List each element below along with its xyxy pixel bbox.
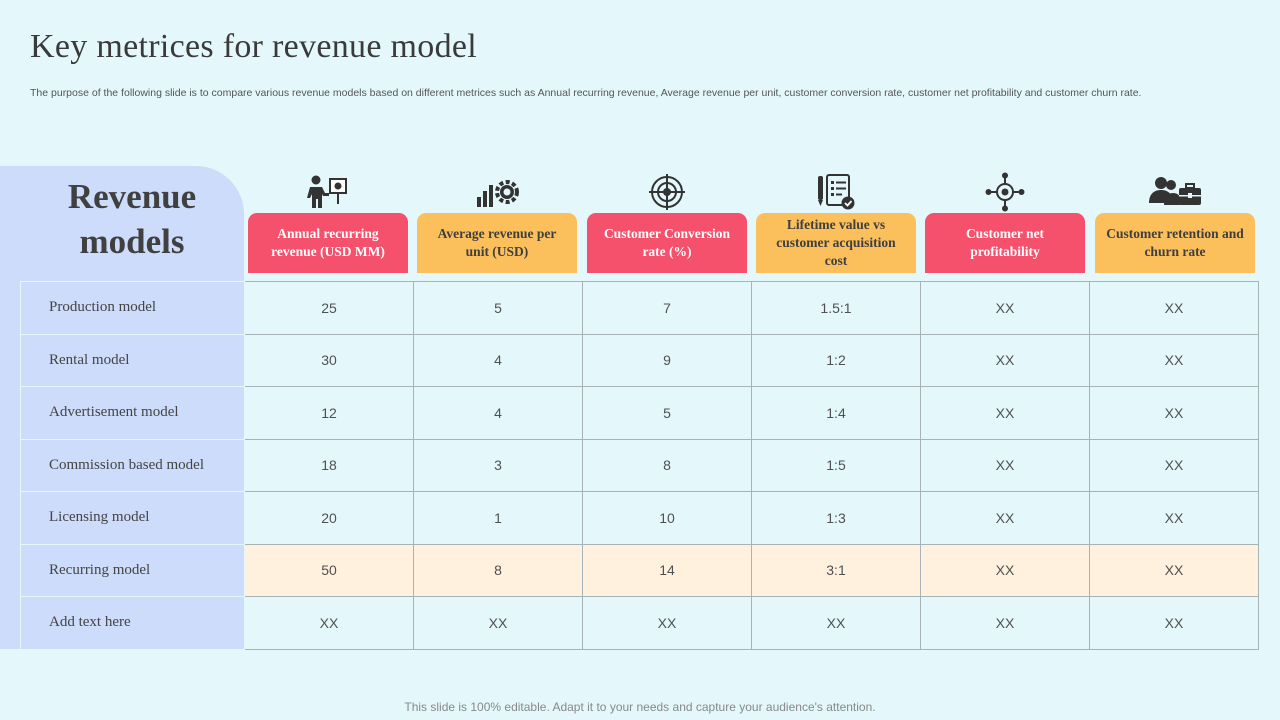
table-cell: 7	[582, 281, 752, 335]
table-cell: 8	[413, 543, 583, 597]
page-subtitle: The purpose of the following slide is to…	[30, 87, 1142, 99]
table-cell: XX	[1089, 438, 1259, 492]
table-cell: 5	[582, 386, 752, 440]
table-cell: 4	[413, 333, 583, 387]
table-cell: 12	[244, 386, 414, 440]
table-row: Licensing model 20 1 10 1:3 XX XX	[20, 491, 1259, 545]
table-row: Advertisement model 12 4 5 1:4 XX XX	[20, 386, 1259, 440]
row-label: Licensing model	[20, 491, 245, 545]
table-cell: XX	[1089, 333, 1259, 387]
column-header-average-revenue-per-unit: Average revenue per unit (USD)	[417, 213, 577, 273]
metrics-table: Production model 25 5 7 1.5:1 XX XX Rent…	[20, 281, 1259, 650]
table-cell: 3	[413, 438, 583, 492]
table-row: Add text here XX XX XX XX XX XX	[20, 596, 1259, 650]
table-cell: XX	[920, 491, 1090, 545]
table-cell: 18	[244, 438, 414, 492]
table-cell: XX	[244, 596, 414, 650]
table-cell: XX	[1089, 543, 1259, 597]
row-label: Rental model	[20, 333, 245, 387]
column-header-customer-conversion-rate: Customer Conversion rate (%)	[587, 213, 747, 273]
table-cell: 1:2	[751, 333, 921, 387]
table-cell: 4	[413, 386, 583, 440]
page-title: Key metrices for revenue model	[30, 28, 478, 65]
column-header-customer-retention-churn: Customer retention and churn rate	[1095, 213, 1255, 273]
table-row-highlighted: Recurring model 50 8 14 3:1 XX XX	[20, 543, 1259, 597]
table-cell: XX	[920, 596, 1090, 650]
table-cell: 1:5	[751, 438, 921, 492]
growth-gear-icon	[468, 172, 528, 212]
column-header-annual-recurring-revenue: Annual recurring revenue (USD MM)	[248, 213, 408, 273]
table-cell: 10	[582, 491, 752, 545]
table-cell: XX	[920, 333, 1090, 387]
table-cell: 3:1	[751, 543, 921, 597]
table-row: Production model 25 5 7 1.5:1 XX XX	[20, 281, 1259, 335]
table-cell: 25	[244, 281, 414, 335]
table-cell: XX	[920, 281, 1090, 335]
table-cell: XX	[413, 596, 583, 650]
table-cell: 1	[413, 491, 583, 545]
table-cell: XX	[920, 543, 1090, 597]
table-row: Commission based model 18 3 8 1:5 XX XX	[20, 438, 1259, 492]
table-cell: 30	[244, 333, 414, 387]
table-cell: XX	[751, 596, 921, 650]
table-cell: 14	[582, 543, 752, 597]
table-cell: XX	[920, 386, 1090, 440]
table-cell: 50	[244, 543, 414, 597]
panel-title: Revenue models	[67, 177, 197, 261]
row-label: Recurring model	[20, 543, 245, 597]
table-cell: XX	[1089, 491, 1259, 545]
column-header-lifetime-value-vs-cac: Lifetime value vs customer acquisition c…	[756, 213, 916, 273]
table-cell: 1:3	[751, 491, 921, 545]
row-label: Advertisement model	[20, 386, 245, 440]
table-cell: XX	[582, 596, 752, 650]
table-cell: 20	[244, 491, 414, 545]
table-cell: 8	[582, 438, 752, 492]
table-cell: XX	[1089, 281, 1259, 335]
presenter-icon	[298, 172, 358, 212]
table-cell: XX	[1089, 596, 1259, 650]
footer-note: This slide is 100% editable. Adapt it to…	[404, 700, 876, 714]
table-cell: 9	[582, 333, 752, 387]
row-label: Production model	[20, 281, 245, 335]
table-cell: 1.5:1	[751, 281, 921, 335]
column-header-customer-net-profitability: Customer net profitability	[925, 213, 1085, 273]
row-label: Add text here	[20, 596, 245, 650]
checklist-icon	[806, 172, 866, 212]
table-cell: 1:4	[751, 386, 921, 440]
row-label: Commission based model	[20, 438, 245, 492]
target-icon	[637, 172, 697, 212]
network-target-icon	[975, 172, 1035, 212]
users-briefcase-icon	[1145, 172, 1205, 212]
table-cell: XX	[920, 438, 1090, 492]
table-cell: XX	[1089, 386, 1259, 440]
table-cell: 5	[413, 281, 583, 335]
table-row: Rental model 30 4 9 1:2 XX XX	[20, 333, 1259, 387]
